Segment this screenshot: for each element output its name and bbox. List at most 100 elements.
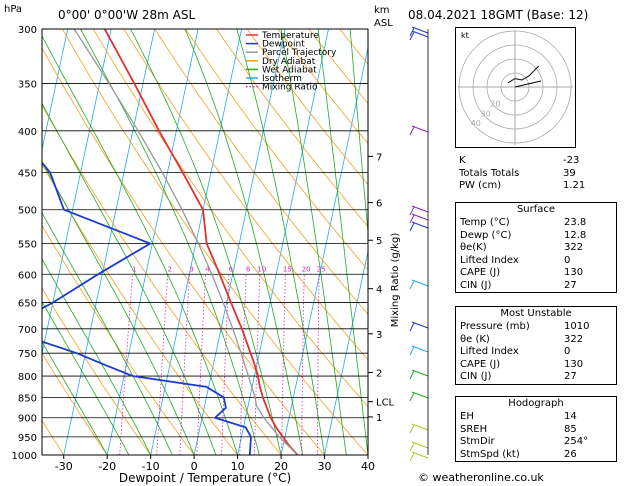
mixing-ratio-labels: 1 2 3 4 6 8 10 15 20 25 xyxy=(132,265,325,273)
wind-barb-flag xyxy=(409,27,415,37)
temp-tick-label: -20 xyxy=(98,460,116,473)
height-tick-label: LCL xyxy=(376,398,395,409)
mixing-ratio-line xyxy=(179,274,190,455)
hodograph-ring-label: 40 xyxy=(471,119,481,128)
isobar-lines xyxy=(42,29,368,455)
wet-adiabat-line xyxy=(80,29,260,455)
pressure-axis: 300 350 400 450 500 550 600 650 700 750 800 850 900 9… xyxy=(12,25,37,462)
mixing-ratio-line xyxy=(119,274,133,455)
temp-tick-label: 20 xyxy=(274,460,288,473)
mu-row: Pressure (mb) 1010 xyxy=(460,321,590,332)
mixing-ratio-line xyxy=(239,274,247,455)
mixing-ratio-label: 15 xyxy=(283,265,292,273)
hodograph-panel: kt 20 30 40 xyxy=(455,27,576,148)
pressure-tick-label: 400 xyxy=(18,127,37,138)
isotherm-lines xyxy=(42,29,368,455)
wind-barb-flag xyxy=(409,214,415,224)
most-unstable-table: Most Unstable Pressure (mb) 1010 θe (K) 32… xyxy=(455,306,617,385)
isotherm-line xyxy=(63,29,155,455)
storm-motion-vector xyxy=(514,80,542,88)
wind-barb xyxy=(411,391,429,399)
wind-barb-flag xyxy=(409,424,415,434)
wind-barb xyxy=(411,423,429,431)
mixing-ratio-label: 10 xyxy=(257,265,266,273)
isotherm-line xyxy=(42,29,69,152)
temp-tick-label: 10 xyxy=(231,460,245,473)
isotherm-line xyxy=(106,29,199,455)
isotherm-line xyxy=(193,29,286,455)
dry-adiabat-line xyxy=(216,29,368,228)
asl-label: ASL xyxy=(374,18,393,29)
wind-barb xyxy=(411,30,429,38)
wind-barb xyxy=(411,125,429,133)
dry-adiabat-line xyxy=(246,29,368,186)
wind-barb xyxy=(411,441,429,449)
legend-label: Temperature xyxy=(261,31,319,41)
pressure-tick-label: 750 xyxy=(18,349,37,360)
mixing-ratio-axis-label: Mixing Ratio (g/kg) xyxy=(390,233,401,328)
height-tick-label: 3 xyxy=(376,330,382,341)
isotherm-line xyxy=(280,45,368,455)
temp-tick-label: 0 xyxy=(191,460,198,473)
surface-row: Dewp (°C) 12.8 xyxy=(460,229,587,241)
wind-barb xyxy=(411,279,429,287)
pressure-tick-label: 900 xyxy=(18,414,37,425)
legend-label: Dewpoint xyxy=(262,40,305,50)
wind-barb-flag xyxy=(409,206,415,216)
pressure-tick-label: 1000 xyxy=(12,451,37,462)
height-tick-label: 5 xyxy=(376,236,382,247)
wind-barb xyxy=(411,369,429,377)
dry-adiabat-line xyxy=(42,47,325,455)
mu-row: CAPE (J) 130 xyxy=(460,358,584,370)
mixing-ratio-label: 3 xyxy=(189,265,193,273)
wind-barb-flag xyxy=(409,126,415,136)
wind-barb xyxy=(411,205,429,213)
index-row-pw: PW (cm) 1.21 xyxy=(459,180,586,191)
most-unstable-title: Most Unstable xyxy=(500,308,572,319)
mixing-ratio-line xyxy=(281,274,286,455)
wind-barb-flag xyxy=(409,442,415,452)
mu-row: θe (K) 322 xyxy=(460,333,584,345)
mixing-ratio-label: 20 xyxy=(302,265,311,273)
wind-barb xyxy=(411,451,429,459)
height-tick-label: 7 xyxy=(376,152,382,163)
hodo-row: EH 14 xyxy=(460,411,577,422)
mixing-ratio-label: 1 xyxy=(132,265,136,273)
surface-row: Lifted Index 0 xyxy=(460,254,571,266)
hpa-label: hPa xyxy=(4,4,22,15)
temperature-axis: -30 -20 -10 0 10 20 30 40 xyxy=(55,455,375,473)
surface-table: Surface Temp (°C) 23.8 Dewp (°C) 12.8 θe(K… xyxy=(455,202,617,293)
wind-barb-flag xyxy=(409,322,415,332)
wet-adiabat-line xyxy=(317,29,368,455)
mixing-ratio-label: 8 xyxy=(246,265,250,273)
height-tick-label: 4 xyxy=(376,285,382,296)
mixing-ratio-label: 4 xyxy=(205,265,210,273)
surface-row: CIN (J) 27 xyxy=(460,279,577,291)
wet-adiabat-lines xyxy=(42,29,368,455)
height-tick-label: 2 xyxy=(376,368,382,379)
sounding-series xyxy=(42,29,299,455)
pressure-tick-label: 600 xyxy=(18,270,37,281)
hodograph-ring-label: 20 xyxy=(490,100,500,109)
x-axis-label: Dewpoint / Temperature (°C) xyxy=(119,471,291,485)
pressure-tick-label: 700 xyxy=(18,325,37,336)
wet-adiabat-line xyxy=(349,29,368,238)
hodograph-title: Hodograph xyxy=(508,398,564,409)
isotherm-line xyxy=(150,29,242,455)
height-axis: 7 6 5 4 3 2 LCL 1 xyxy=(368,152,395,424)
index-table: K -23 Totals Totals 39 PW (cm) 1.21 xyxy=(455,155,615,193)
wind-barb xyxy=(411,26,429,34)
hodograph-units: kt xyxy=(461,31,469,40)
height-tick-label: 6 xyxy=(376,199,382,210)
wind-barb xyxy=(411,221,429,229)
wet-adiabat-line xyxy=(236,29,325,455)
wind-barb xyxy=(411,345,429,353)
pressure-tick-label: 650 xyxy=(18,299,37,310)
hodograph-trace xyxy=(507,65,540,84)
temperature-line xyxy=(103,29,299,455)
wind-barb-flag xyxy=(409,346,415,356)
height-tick-label: 1 xyxy=(376,413,382,424)
wet-adiabat-line xyxy=(184,29,304,455)
wind-barb-flag xyxy=(409,392,415,402)
